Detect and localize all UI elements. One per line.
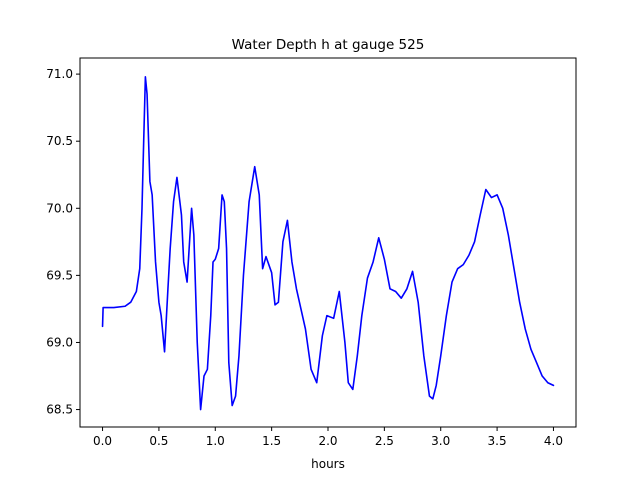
axes-frame — [79, 57, 577, 428]
x-tick-label: 1.5 — [262, 434, 281, 448]
x-tick-label: 3.0 — [431, 434, 450, 448]
y-axis-ticks: 68.5 69.0 69.5 70.0 70.5 71.0 — [46, 67, 80, 417]
y-tick-label: 70.5 — [46, 134, 73, 148]
y-tick-label: 71.0 — [46, 67, 73, 81]
y-tick-label: 69.0 — [46, 335, 73, 349]
x-tick-label: 2.0 — [318, 434, 337, 448]
series-line-0 — [101, 75, 555, 411]
x-axis-ticks: 0.0 0.5 1.0 1.5 2.0 2.5 3.0 3.5 4.0 — [93, 427, 563, 448]
x-tick-label: 3.5 — [488, 434, 507, 448]
y-tick-label: 69.5 — [46, 268, 73, 282]
x-tick-label: 2.5 — [375, 434, 394, 448]
chart-title: Water Depth h at gauge 525 — [232, 37, 425, 53]
x-axis-label: hours — [311, 457, 345, 471]
plot-area — [101, 75, 555, 411]
x-tick-label: 1.0 — [206, 434, 225, 448]
x-tick-label: 0.0 — [93, 434, 112, 448]
x-tick-label: 4.0 — [544, 434, 563, 448]
y-tick-label: 70.0 — [46, 201, 73, 215]
y-tick-label: 68.5 — [46, 403, 73, 417]
x-tick-label: 0.5 — [149, 434, 168, 448]
